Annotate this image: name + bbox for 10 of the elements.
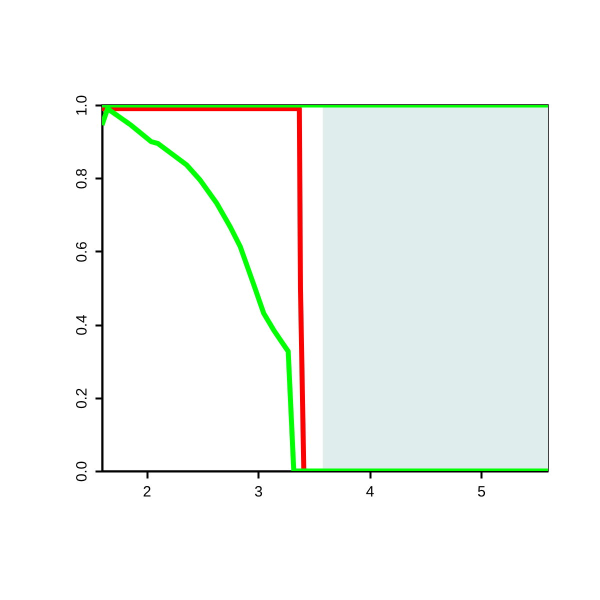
y-tick-label: 0.6 <box>74 241 90 262</box>
y-tick-label: 1.0 <box>74 95 90 116</box>
y-tick-label: 0.8 <box>74 168 90 190</box>
y-tick-label: 0.4 <box>74 314 90 336</box>
y-tick-label: 0.0 <box>74 461 90 482</box>
y-tick-label: 0.2 <box>74 388 90 409</box>
x-tick-label: 3 <box>254 484 263 500</box>
x-tick-label: 4 <box>366 484 374 500</box>
x-tick-label: 5 <box>477 484 486 500</box>
x-tick-label: 2 <box>142 484 152 500</box>
